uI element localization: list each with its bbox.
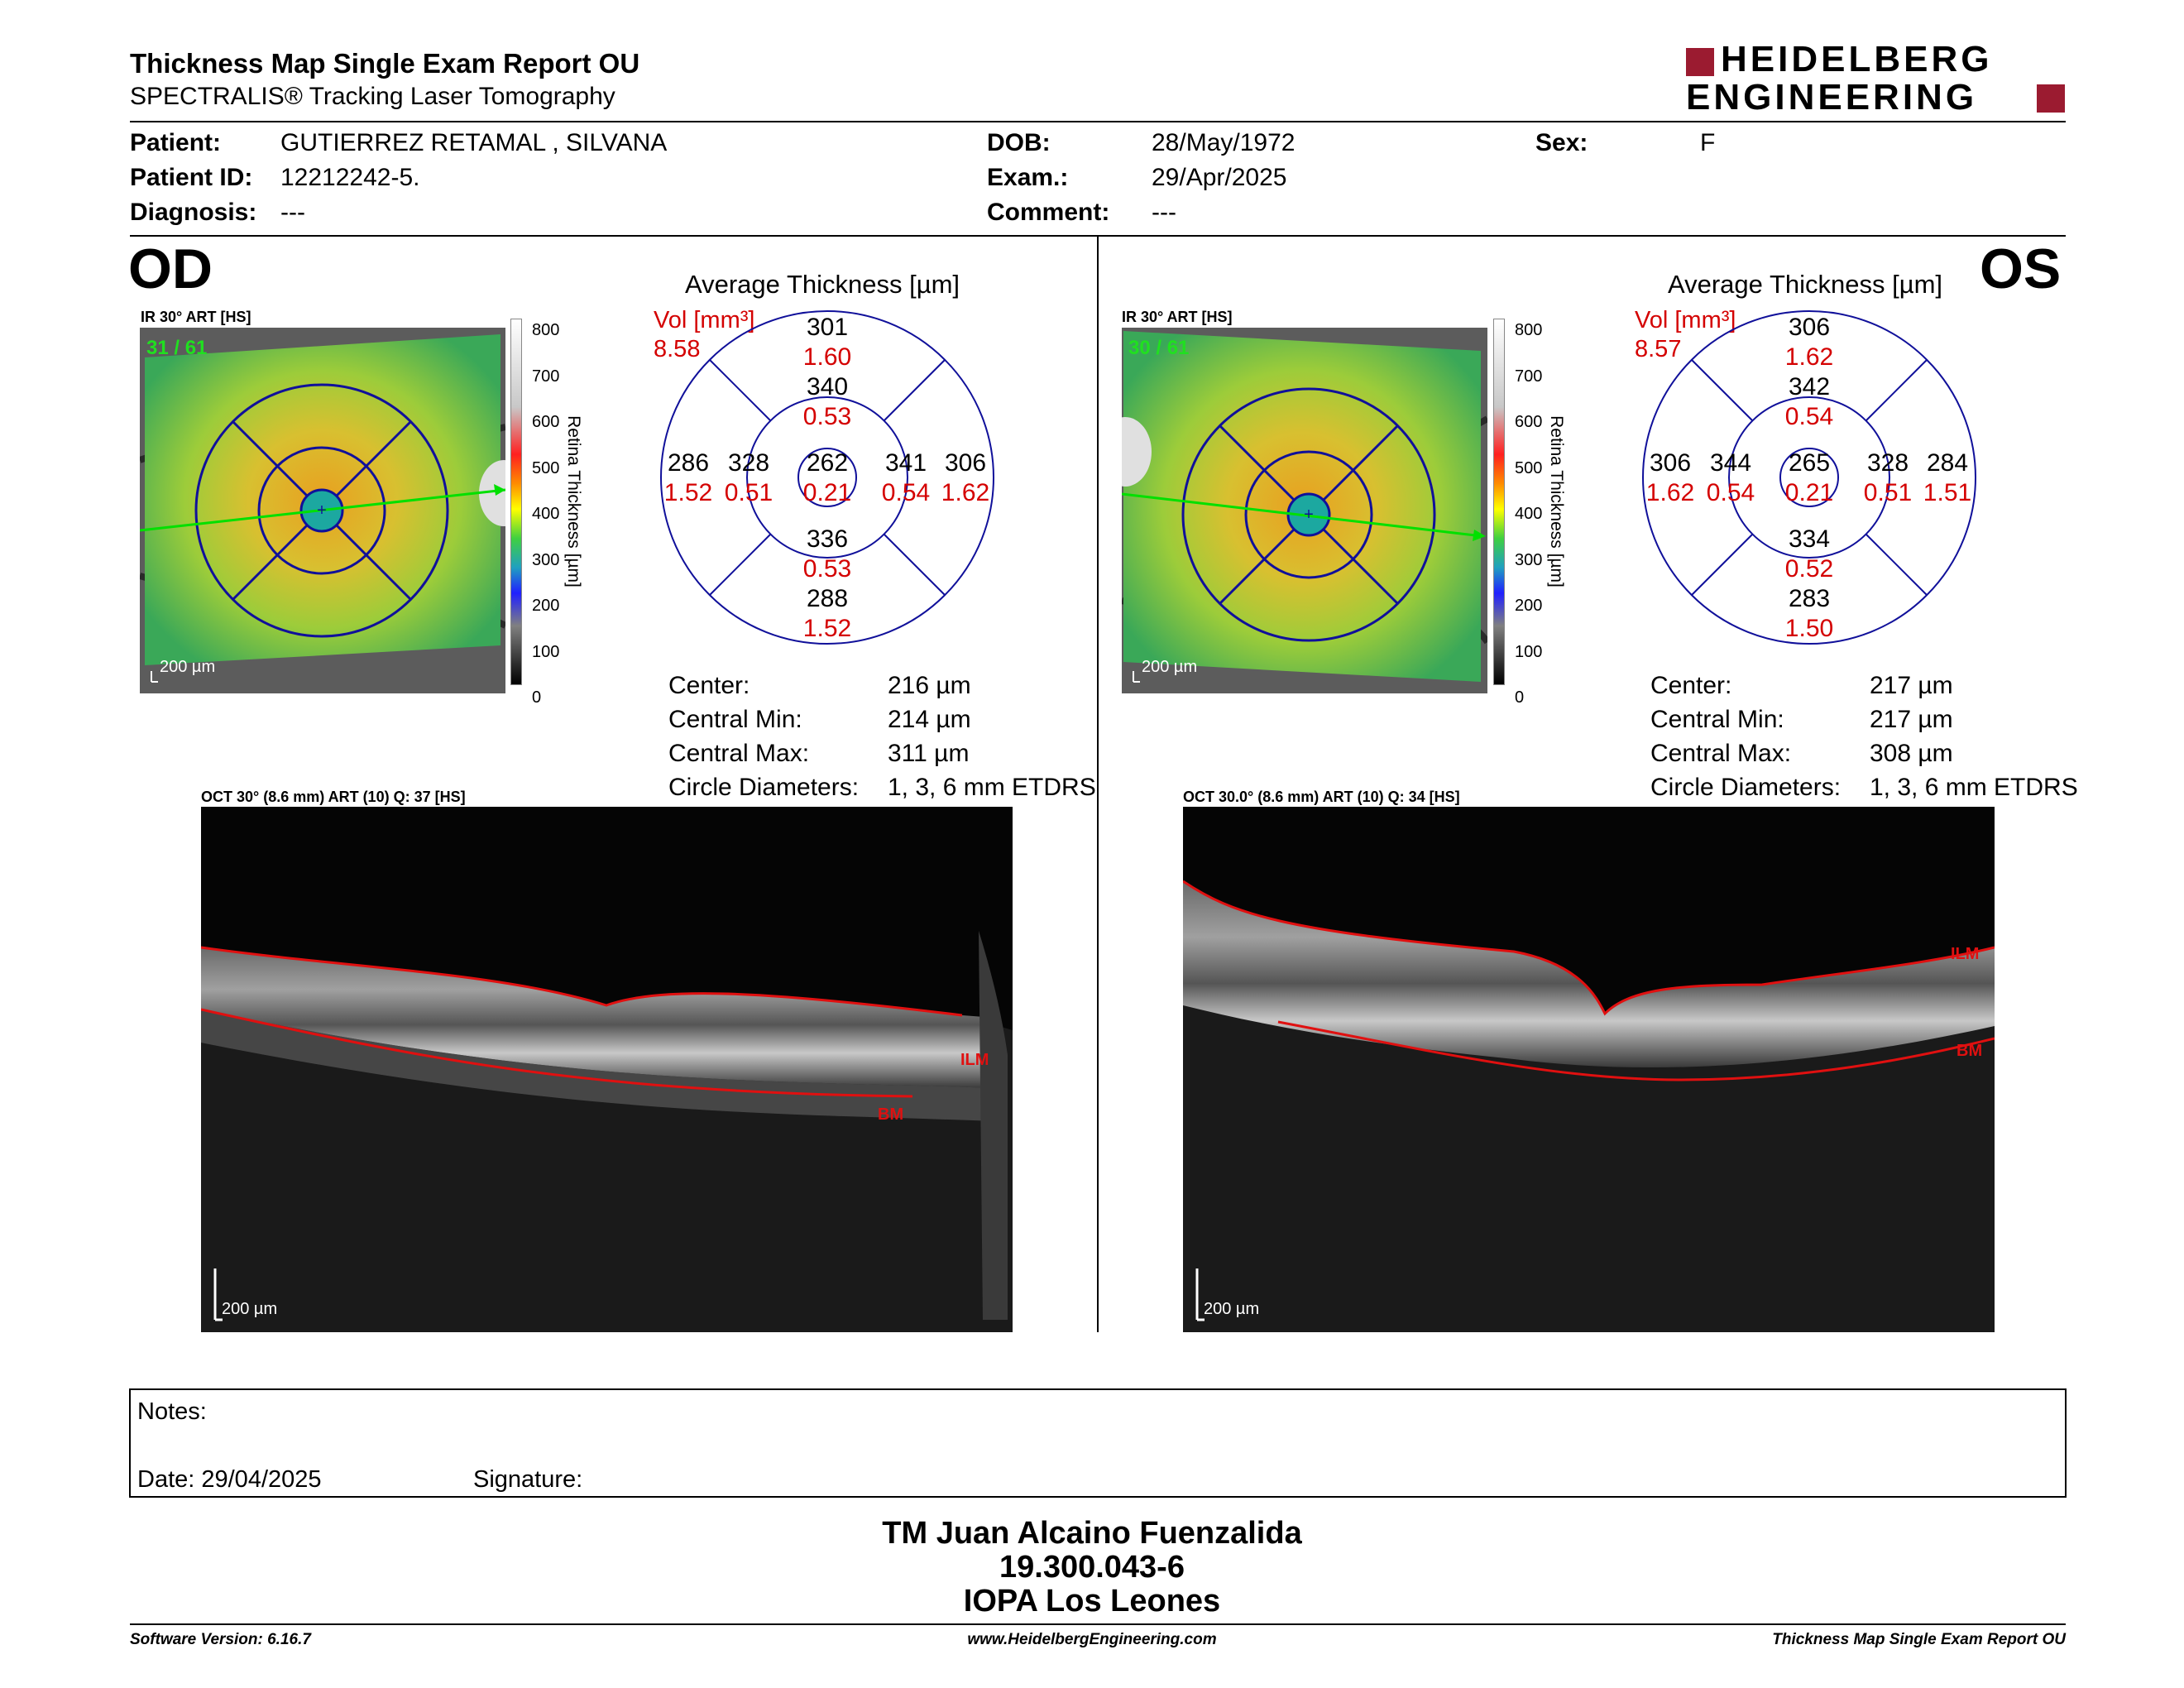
- patient-id: 12212242-5.: [280, 164, 420, 191]
- notes-label: Notes:: [137, 1398, 207, 1425]
- od-ir-label: IR 30° ART [HS]: [141, 309, 251, 325]
- footer-report-name: Thickness Map Single Exam Report OU: [1772, 1631, 2066, 1648]
- od-etdrs-grid: [660, 310, 994, 645]
- od-ilm-label: ILM: [960, 1051, 989, 1069]
- svg-text:+: +: [317, 501, 327, 520]
- patient-label: Patient:: [130, 129, 222, 156]
- heidelberg-logo: HEIDELBERG ENGINEERING: [1686, 41, 2067, 116]
- os-thickness-map: + 30 / 61 200 µm: [1122, 328, 1487, 693]
- os-eye-label: OS: [1980, 237, 2062, 300]
- os-etdrs-grid: [1642, 310, 1976, 645]
- os-volume-label: Vol [mm³] 8.57: [1635, 307, 1736, 362]
- os-ilm-label: ILM: [1951, 945, 1979, 963]
- os-oct-label: OCT 30.0° (8.6 mm) ART (10) Q: 34 [HS]: [1183, 789, 1460, 805]
- report-title: Thickness Map Single Exam Report OU: [130, 48, 640, 79]
- os-oct-scale: 200 µm: [1204, 1300, 1259, 1318]
- svg-text:+: +: [1304, 506, 1314, 524]
- od-stats-values: 216 µm 214 µm 311 µm 1, 3, 6 mm ETDRS: [888, 672, 1096, 801]
- os-colorbar-ticks: 800 700 600 500 400 300 200 100 0: [1515, 321, 1543, 707]
- od-eye-label: OD: [128, 237, 213, 300]
- signature-label: Signature:: [473, 1466, 583, 1493]
- os-colorbar-label: Retina Thickness [µm]: [1547, 415, 1566, 587]
- os-bm-label: BM: [1956, 1042, 1982, 1060]
- od-colorbar-ticks: 800 700 600 500 400 300 200 100 0: [532, 321, 560, 707]
- os-frame-counter: 30 / 61: [1128, 337, 1189, 359]
- od-avg-title: Average Thickness [µm]: [685, 270, 960, 299]
- od-etdrs-values: 301 1.60 340 0.53 286 1.52 328 0.51 262 0.21 …: [663, 314, 990, 642]
- signer-name: TM Juan Alcaino Fuenzalida: [882, 1516, 1302, 1551]
- dob-value: 28/May/1972: [1152, 129, 1296, 156]
- comment-label: Comment:: [987, 199, 1110, 226]
- sex-label: Sex:: [1535, 129, 1588, 156]
- od-colorbar: [510, 319, 522, 685]
- os-colorbar: [1493, 319, 1505, 685]
- notes-box[interactable]: Notes: Date: 29/04/2025 Signature:: [129, 1388, 2067, 1498]
- dob-label: DOB:: [987, 129, 1051, 156]
- od-volume-label: Vol [mm³] 8.58: [654, 307, 755, 362]
- sex-value: F: [1700, 129, 1716, 156]
- os-avg-title: Average Thickness [µm]: [1668, 270, 1943, 299]
- od-colorbar-label: Retina Thickness [µm]: [564, 415, 583, 587]
- date-label: Date: 29/04/2025: [137, 1466, 322, 1493]
- os-stats-values: 217 µm 217 µm 308 µm 1, 3, 6 mm ETDRS: [1870, 672, 2078, 801]
- od-frame-counter: 31 / 61: [146, 337, 207, 359]
- od-thickness-map: + 31 / 61 200 µm: [140, 328, 505, 693]
- od-oct-scan: ILM BM 200 µm: [201, 807, 1013, 1332]
- signer-org: IOPA Los Leones: [963, 1584, 1221, 1618]
- exam-value: 29/Apr/2025: [1152, 164, 1287, 191]
- os-ir-label: IR 30° ART [HS]: [1122, 309, 1233, 325]
- eye-divider: [1097, 237, 1099, 1332]
- os-etdrs-values: 306 1.62 342 0.54 306 1.62 344 0.54 265 0.21 …: [1645, 314, 1972, 642]
- comment-value: ---: [1152, 199, 1176, 226]
- report-subtitle: SPECTRALIS® Tracking Laser Tomography: [130, 83, 615, 110]
- signer-id: 19.300.043-6: [999, 1550, 1185, 1585]
- patient-id-label: Patient ID:: [130, 164, 253, 191]
- od-oct-label: OCT 30° (8.6 mm) ART (10) Q: 37 [HS]: [201, 789, 466, 805]
- od-bm-label: BM: [878, 1105, 903, 1124]
- os-oct-scan: ILM BM 200 µm: [1183, 807, 1995, 1332]
- od-stats-labels: Center: Central Min: Central Max: Circle D…: [668, 672, 860, 801]
- website-link[interactable]: www.HeidelbergEngineering.com: [967, 1631, 1217, 1648]
- diagnosis-value: ---: [280, 199, 305, 226]
- patient-name: GUTIERREZ RETAMAL , SILVANA: [280, 129, 668, 156]
- exam-label: Exam.:: [987, 164, 1069, 191]
- diagnosis-label: Diagnosis:: [130, 199, 257, 226]
- os-stats-labels: Center: Central Min: Central Max: Circle D…: [1650, 672, 1842, 801]
- od-oct-scale: 200 µm: [222, 1300, 277, 1318]
- os-scale-label: 200 µm: [1142, 658, 1197, 676]
- software-version: Software Version: 6.16.7: [130, 1631, 311, 1648]
- od-scale-label: 200 µm: [160, 658, 215, 676]
